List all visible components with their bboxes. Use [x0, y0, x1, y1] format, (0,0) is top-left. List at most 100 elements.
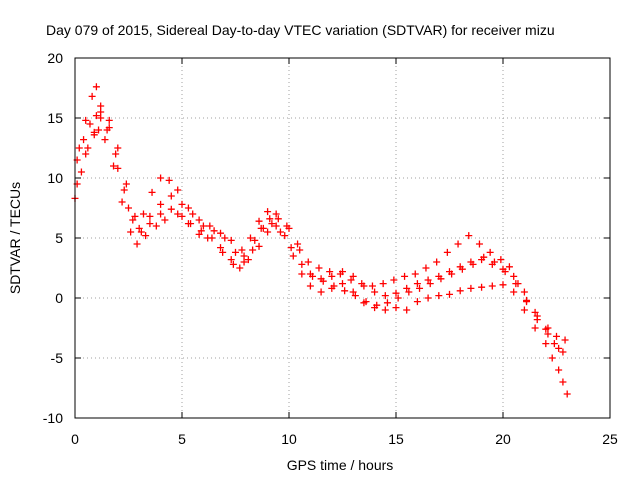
data-point [563, 390, 571, 398]
data-point [403, 284, 411, 292]
data-point [416, 284, 424, 292]
data-point [510, 288, 518, 296]
data-point [161, 216, 169, 224]
data-point [92, 83, 100, 91]
data-point [184, 204, 192, 212]
data-point [97, 114, 105, 122]
data-point [351, 292, 359, 300]
data-point [110, 162, 118, 170]
data-point [246, 234, 254, 242]
data-point [266, 215, 274, 223]
x-tick-label: 20 [495, 431, 511, 447]
data-point [296, 246, 304, 254]
data-point [413, 280, 421, 288]
data-point [381, 306, 389, 314]
data-point [120, 186, 128, 194]
data-point [287, 244, 295, 252]
data-point [523, 296, 531, 304]
data-point [555, 344, 563, 352]
y-tick-label: 5 [55, 230, 63, 246]
series-track-3 [75, 83, 569, 344]
data-point [217, 244, 225, 252]
data-point [401, 272, 409, 280]
data-point [174, 210, 182, 218]
data-point [392, 289, 400, 297]
data-point [118, 198, 126, 206]
data-point [139, 210, 147, 218]
data-point [465, 232, 473, 240]
x-tick-label: 10 [281, 431, 297, 447]
data-point [125, 204, 132, 212]
data-point [555, 366, 563, 374]
y-axis-label: SDTVAR / TECUs [7, 182, 23, 294]
data-point [531, 324, 539, 332]
data-point [272, 210, 280, 218]
data-point [505, 263, 513, 271]
y-tick-label: 15 [47, 110, 63, 126]
data-point [424, 276, 432, 284]
data-point [86, 120, 94, 128]
data-point [368, 282, 376, 290]
data-point [232, 248, 239, 256]
data-point [114, 144, 122, 152]
y-tick-label: -5 [51, 350, 64, 366]
data-point [480, 253, 488, 261]
data-point [114, 164, 122, 172]
data-point [146, 212, 154, 220]
data-point [95, 126, 103, 134]
data-point [520, 288, 528, 296]
data-point [381, 292, 389, 300]
data-point [142, 232, 150, 240]
data-point [131, 212, 139, 220]
data-point [319, 277, 327, 285]
data-point [446, 290, 453, 298]
x-tick-label: 5 [178, 431, 186, 447]
data-point [497, 256, 505, 264]
data-point [559, 348, 567, 356]
data-point [339, 280, 346, 288]
data-point [443, 248, 451, 256]
data-point [469, 260, 477, 268]
data-point [373, 301, 381, 309]
data-point [264, 228, 272, 236]
data-point [227, 256, 235, 264]
data-point [210, 227, 218, 235]
y-tick-label: 10 [47, 170, 63, 186]
data-point [486, 248, 494, 256]
data-point [167, 192, 175, 200]
data-point [165, 176, 173, 184]
data-point [122, 180, 130, 188]
data-point [394, 294, 402, 302]
data-point [238, 246, 246, 254]
data-point [195, 230, 203, 238]
data-point [424, 294, 432, 302]
data-point [358, 280, 366, 288]
x-tick-label: 0 [71, 431, 79, 447]
y-tick-label: -10 [43, 410, 63, 426]
data-point [413, 298, 421, 306]
data-point [82, 116, 90, 124]
data-point [195, 216, 203, 224]
data-point [437, 275, 445, 283]
data-points [71, 83, 571, 398]
data-point [403, 306, 411, 314]
axis-ticks: 0 5 10 15 20 25 -10 -5 0 5 10 15 20 [43, 50, 618, 447]
data-point [178, 212, 186, 220]
data-point [206, 222, 214, 230]
data-point [148, 188, 156, 196]
data-point [520, 306, 528, 314]
data-point [219, 248, 227, 256]
data-point [281, 232, 289, 240]
data-point [135, 224, 143, 232]
data-point [157, 200, 165, 208]
data-point [501, 268, 509, 276]
data-point [405, 288, 413, 296]
data-point [240, 258, 248, 266]
data-point [294, 240, 302, 248]
data-point [283, 222, 291, 230]
data-point [157, 174, 165, 182]
data-point [542, 340, 550, 348]
data-point [347, 276, 355, 284]
data-point [456, 287, 464, 295]
